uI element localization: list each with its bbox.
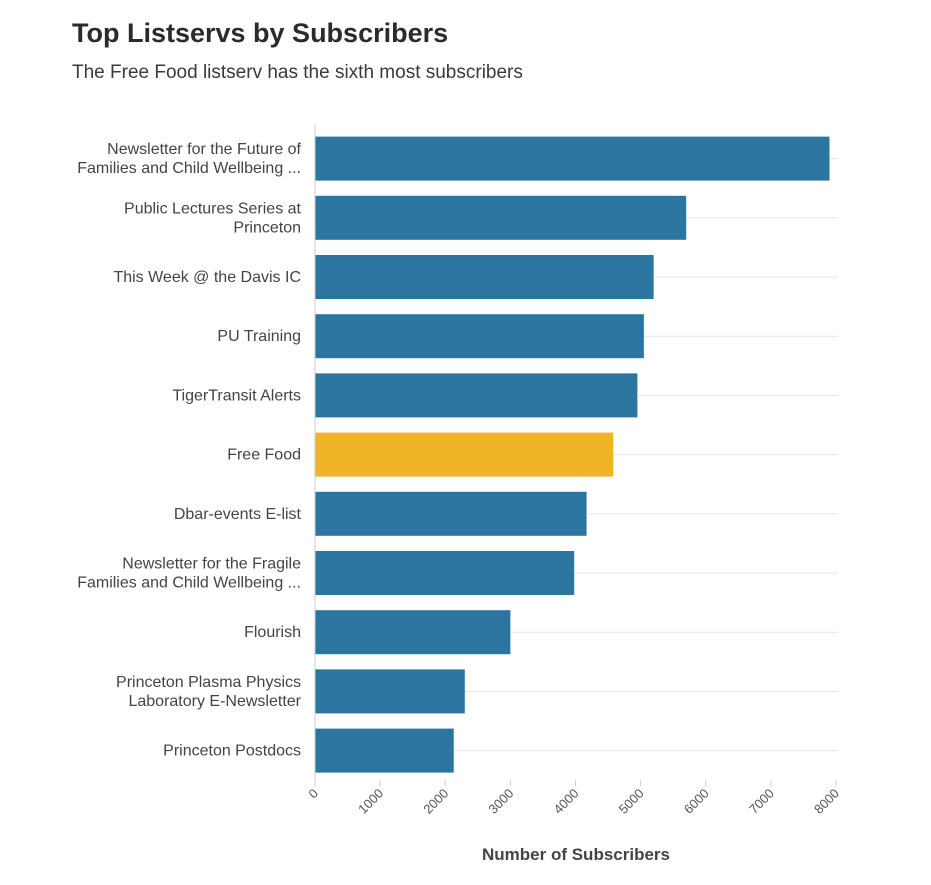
bar [315,314,644,359]
x-tick-label: 8000 [811,786,842,817]
chart-title: Top Listservs by Subscribers [72,18,449,48]
bar-highlight [315,432,614,477]
category-label: Flourish [244,624,301,641]
category-label: PU Training [217,328,301,345]
category-label: Public Lectures Series at [124,200,302,217]
category-label: TigerTransit Alerts [172,387,301,404]
category-label: Princeton [233,219,301,236]
x-tick-label: 7000 [746,786,777,817]
bar [315,728,454,773]
category-label: Newsletter for the Fragile [122,556,301,573]
category-label: Families and Child Wellbeing ... [77,575,301,592]
category-label: Newsletter for the Future of [107,141,301,158]
x-tick-label: 4000 [551,786,582,817]
x-axis-title: Number of Subscribers [482,845,670,864]
bar [315,669,465,714]
x-tick-label: 6000 [681,786,712,817]
x-tick-label: 3000 [485,786,516,817]
category-label: Free Food [227,447,301,464]
category-labels: Newsletter for the Future of Families and… [77,141,302,760]
chart-subtitle: The Free Food listserv has the sixth mos… [72,62,523,83]
category-label: Princeton Postdocs [163,743,301,760]
bar [315,373,638,418]
category-label: Laboratory E-Newsletter [128,693,301,710]
bars [315,136,830,773]
x-tick-label: 2000 [420,786,451,817]
bar [315,551,575,595]
category-label: Dbar-events E-list [174,506,302,523]
bar [315,255,654,299]
bar [315,610,511,655]
bar [315,195,687,240]
category-label: Princeton Plasma Physics [116,674,301,691]
category-label: This Week @ the Davis IC [113,269,301,286]
x-tick-label: 1000 [355,786,386,817]
bar [315,136,830,181]
x-tick-label: 5000 [616,786,647,817]
category-label: Families and Child Wellbeing ... [77,160,301,177]
x-tick-label: 0 [305,786,321,802]
bar [315,491,587,536]
